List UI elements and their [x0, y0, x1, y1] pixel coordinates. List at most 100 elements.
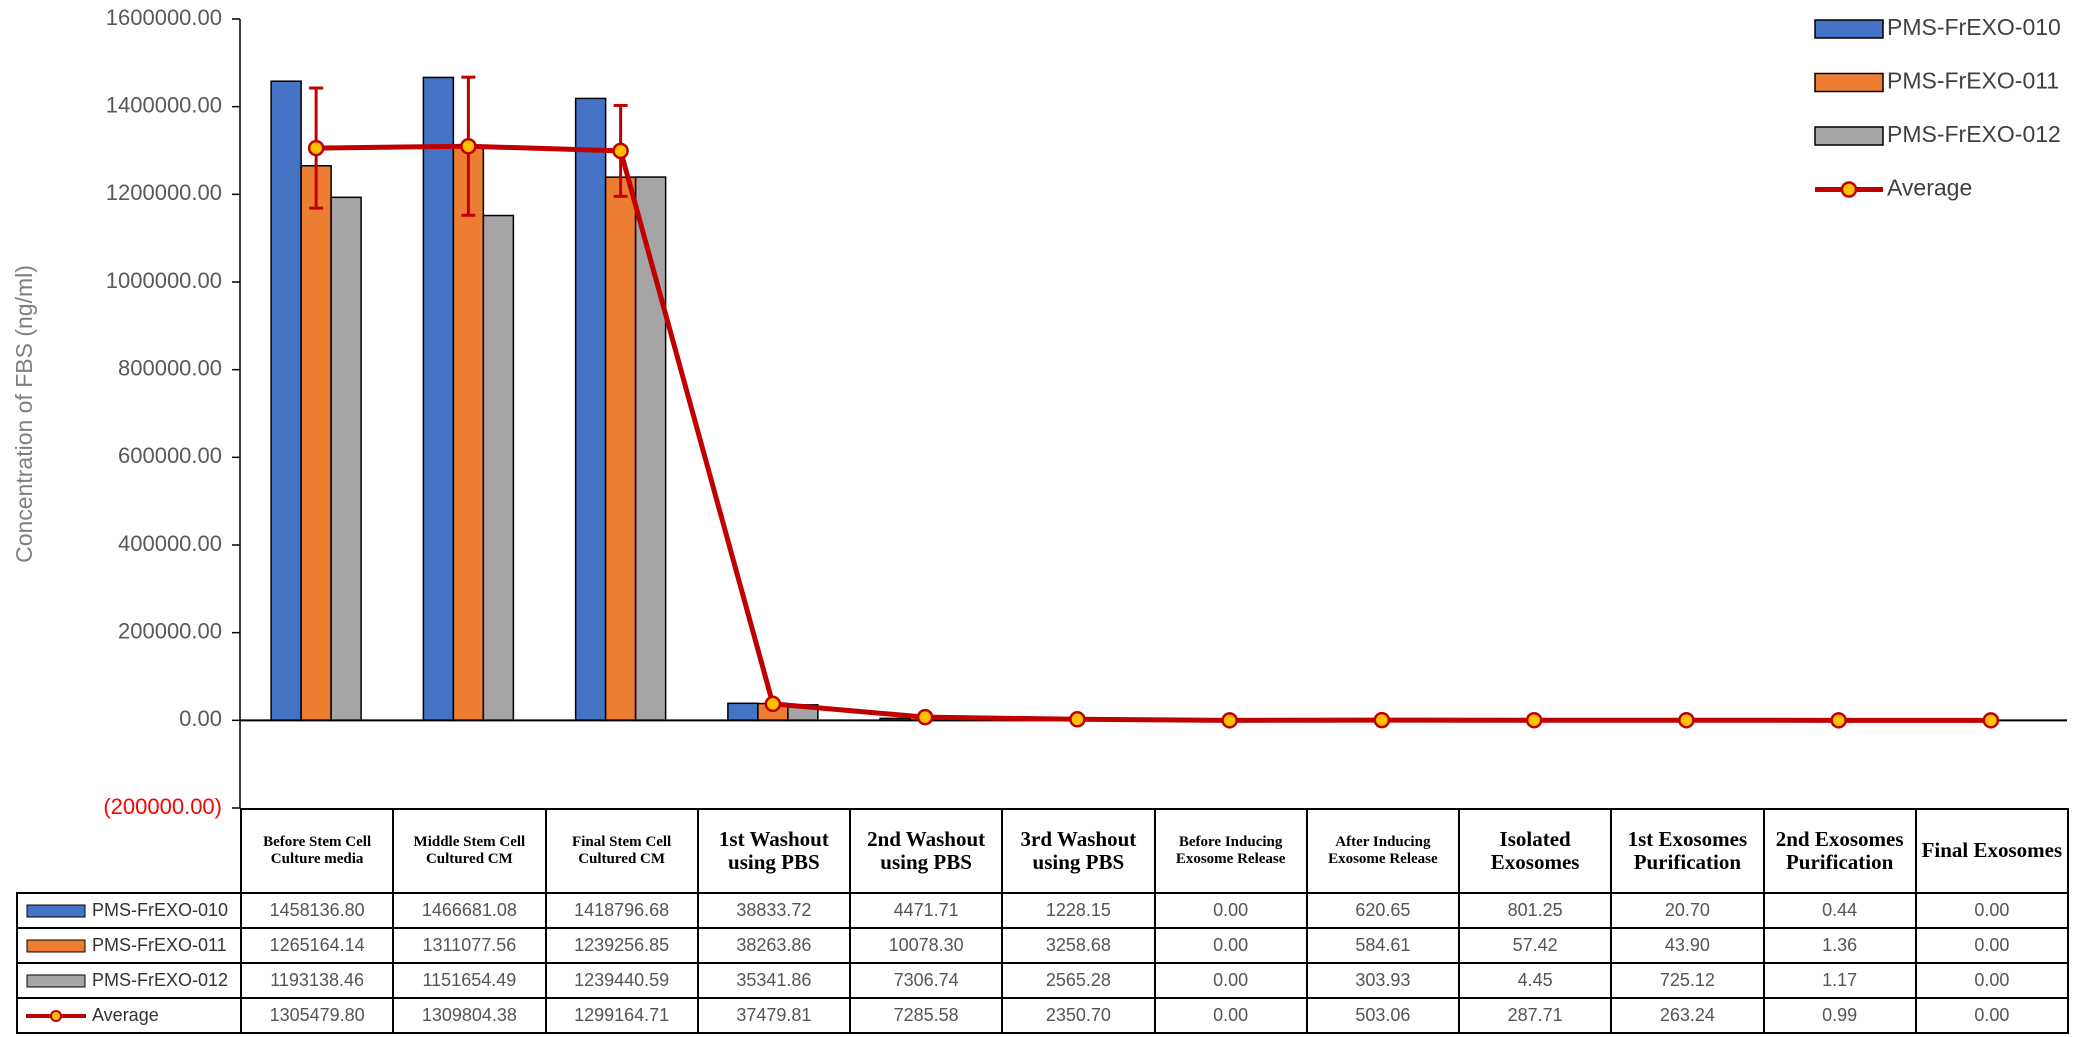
row-swatch-marker [50, 1010, 62, 1023]
row-swatch [26, 904, 86, 918]
y-tick-label: 1200000.00 [106, 180, 222, 205]
row-swatch-box [26, 904, 86, 918]
average-line [316, 143, 1991, 723]
table-value: 303.93 [1305, 962, 1461, 999]
category-label: Before Inducing Exosome Release [1153, 808, 1308, 894]
bar [300, 165, 332, 722]
table-value: 287.71 [1457, 997, 1613, 1034]
category-label: After Inducing Exosome Release [1305, 808, 1461, 894]
category-label: Isolated Exosomes [1457, 808, 1613, 894]
table-corner [17, 809, 241, 893]
table-row: PMS-FrEXO-010 1458136.80 1466681.08 1418796… [16, 892, 2070, 929]
category-label: 1st Exosomes Purification [1610, 808, 1765, 894]
table-value: 1239440.59 [544, 962, 699, 999]
table-value: 0.44 [1762, 892, 1917, 929]
average-marker [460, 137, 477, 155]
table-value: 0.00 [1153, 962, 1308, 999]
table-value: 1311077.56 [392, 927, 547, 964]
table-value: 801.25 [1457, 892, 1613, 929]
table-value: 1193138.46 [239, 962, 395, 999]
bar [330, 196, 362, 722]
average-marker [1069, 711, 1086, 728]
row-label: Average [16, 997, 242, 1034]
table-row: Average 1305479.80 1309804.38 1299164.71 374… [16, 997, 2070, 1034]
y-tick-label: 400000.00 [118, 531, 222, 556]
table-value: 1305479.80 [239, 997, 395, 1034]
table-value: 4.45 [1457, 962, 1613, 999]
row-label-text: PMS-FrEXO-010 [92, 900, 229, 920]
legend-swatch [1814, 19, 1884, 39]
average-marker [1373, 711, 1391, 729]
y-tick-label: 200000.00 [118, 618, 222, 643]
row-label-text: PMS-FrEXO-011 [92, 935, 227, 955]
table-value: 725.12 [1610, 962, 1765, 999]
average-marker [1678, 711, 1695, 729]
row-label: PMS-FrEXO-012 [16, 962, 242, 999]
row-label: PMS-FrEXO-010 [16, 892, 242, 929]
table-value: 7306.74 [848, 962, 1004, 999]
table-value: 57.42 [1457, 927, 1613, 964]
table-header-row: Before Stem Cell Culture media Middle Ste… [17, 808, 2070, 894]
legend-label: PMS-FrEXO-011 [1887, 68, 2059, 94]
table-value: 7285.58 [848, 997, 1004, 1034]
average-marker [1830, 712, 1847, 729]
average-marker [612, 142, 629, 160]
table-value: 38263.86 [696, 927, 852, 964]
average-marker [764, 695, 782, 713]
y-tick-label: 800000.00 [118, 355, 222, 380]
table-value: 0.00 [1914, 927, 2070, 964]
legend-label: Average [1887, 175, 1972, 201]
legend-label: PMS-FrEXO-012 [1887, 121, 2061, 147]
table-value: 263.24 [1610, 997, 1765, 1034]
table-value: 4471.71 [848, 892, 1004, 929]
table-value: 584.61 [1305, 927, 1461, 964]
legend-swatch [1814, 72, 1884, 93]
row-swatch [26, 974, 86, 988]
row-label-text: Average [92, 1005, 159, 1025]
table-value: 1265164.14 [239, 927, 395, 964]
table-value: 1151654.49 [392, 962, 547, 999]
bar [727, 702, 759, 722]
table-value: 20.70 [1610, 892, 1765, 929]
table-value: 1309804.38 [392, 997, 547, 1034]
row-swatch [26, 1010, 86, 1023]
row-label-text: PMS-FrEXO-012 [92, 970, 229, 990]
table-value: 0.00 [1914, 997, 2070, 1034]
table-value: 0.00 [1153, 927, 1308, 964]
y-tick-label: 0.00 [179, 706, 222, 731]
bar [422, 76, 455, 722]
bar [574, 97, 607, 722]
table-value: 0.99 [1762, 997, 1917, 1034]
y-axis-title: Concentration of FBS (ng/ml) [11, 265, 37, 563]
legend-marker [1840, 181, 1858, 198]
table-value: 1239256.85 [544, 927, 699, 964]
table-value: 1458136.80 [239, 892, 395, 929]
table-value: 2350.70 [1001, 997, 1156, 1034]
row-swatch-box [26, 974, 86, 988]
bar [604, 176, 637, 722]
table-value: 1418796.68 [544, 892, 699, 929]
table-value: 503.06 [1305, 997, 1461, 1034]
category-label: Before Stem Cell Culture media [239, 808, 395, 894]
table-value: 35341.86 [696, 962, 852, 999]
row-swatch [26, 939, 86, 953]
table-value: 37479.81 [696, 997, 852, 1034]
bar [452, 144, 485, 722]
data-table: Before Stem Cell Culture media Middle Ste… [16, 808, 2070, 1034]
row-label: PMS-FrEXO-011 [16, 927, 242, 964]
table-value: 0.00 [1153, 997, 1308, 1034]
y-tick-label: 1000000.00 [106, 268, 222, 293]
table-value: 10078.30 [848, 927, 1004, 964]
row-swatch-box [26, 939, 86, 953]
table-value: 0.00 [1153, 892, 1308, 929]
bar [482, 214, 515, 722]
table-value: 43.90 [1610, 927, 1765, 964]
category-label: 3rd Washout using PBS [1001, 808, 1156, 894]
table-value: 38833.72 [696, 892, 852, 929]
y-tick-label: (200000.00) [103, 794, 222, 819]
table-value: 1.17 [1762, 962, 1917, 999]
y-tick-label: 1600000.00 [106, 5, 222, 30]
table-value: 620.65 [1305, 892, 1461, 929]
